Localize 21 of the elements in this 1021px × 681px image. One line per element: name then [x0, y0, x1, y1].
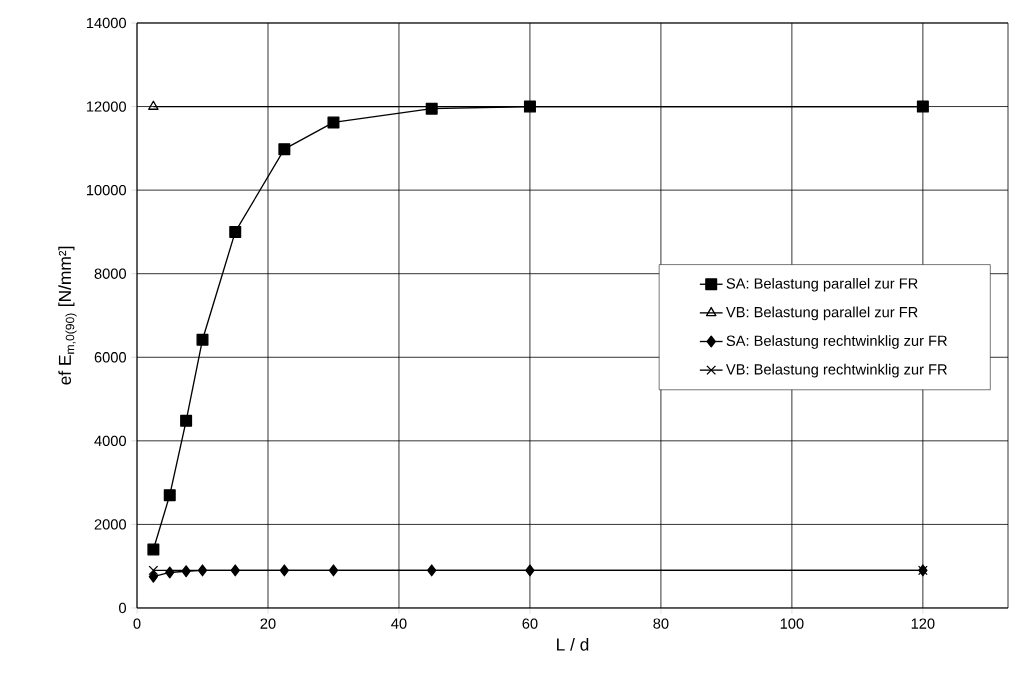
y-tick-label: 2000	[94, 519, 127, 530]
legend-label: VB: Belastung rechtwinklig zur FR	[725, 363, 947, 378]
legend-label: SA: Belastung parallel zur FR	[726, 277, 918, 292]
x-tick-label: 20	[260, 618, 276, 629]
x-axis-title: L / d	[557, 637, 589, 651]
y-tick-label: 0	[119, 602, 127, 614]
y-tick-label: 8000	[94, 268, 127, 279]
y-tick-label: 4000	[94, 435, 127, 447]
legend-label: SA: Belastung rechtwinklig zur FR	[726, 335, 947, 349]
x-tick-label: 120	[911, 618, 935, 629]
x-tick-label: 0	[133, 618, 141, 629]
x-tick-label: 80	[653, 618, 669, 629]
y-tick-label: 14000	[86, 17, 127, 29]
legend-label: VB: Belastung parallel zur FR	[725, 306, 918, 321]
y-tick-label: 12000	[86, 101, 127, 112]
y-tick-label: 10000	[86, 184, 127, 196]
y-axis-title: ef E$_{m,0(90)}$ [N/mm²]	[58, 246, 77, 385]
x-tick-label: 60	[522, 618, 538, 629]
y-tick-label: 6000	[94, 352, 127, 363]
x-tick-label: 100	[780, 618, 804, 629]
x-tick-label: 40	[391, 618, 407, 629]
